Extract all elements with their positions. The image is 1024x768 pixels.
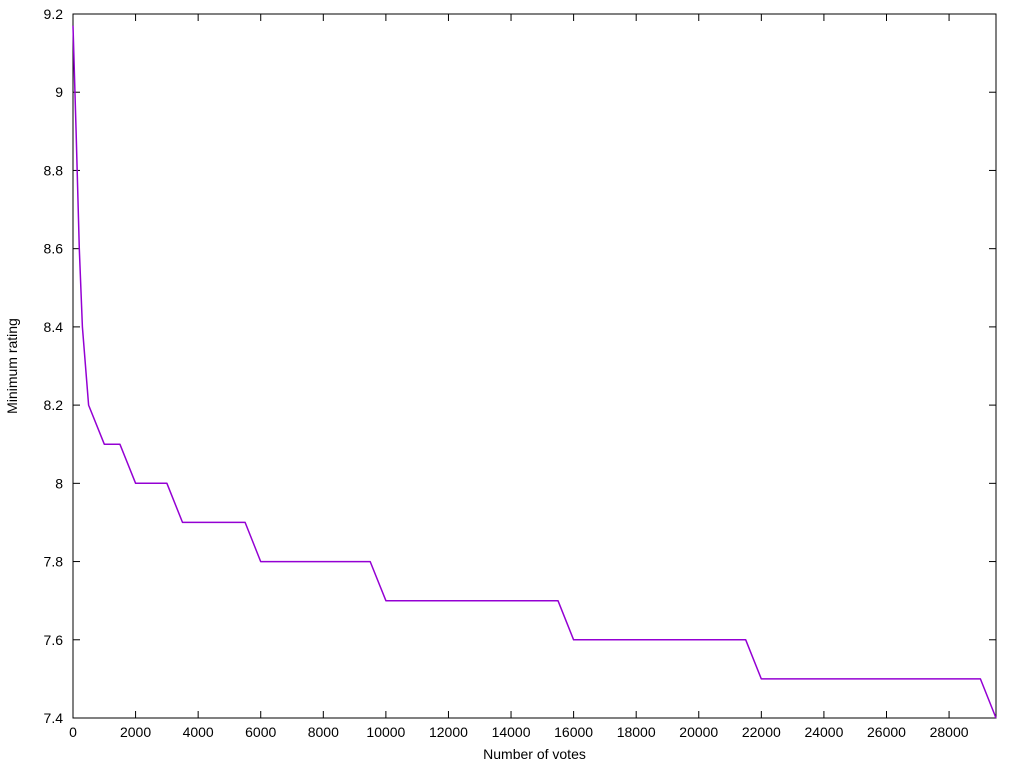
y-tick-label: 8.8 xyxy=(44,162,64,178)
x-tick-label: 18000 xyxy=(617,724,656,740)
y-tick-label: 8.6 xyxy=(44,241,64,257)
x-tick-label: 0 xyxy=(69,724,77,740)
x-tick-label: 20000 xyxy=(679,724,718,740)
x-axis-title: Number of votes xyxy=(483,746,586,762)
plot-frame xyxy=(72,13,997,719)
x-tick-label: 14000 xyxy=(492,724,531,740)
y-tick-label: 8.2 xyxy=(44,397,64,413)
y-tick-label: 9 xyxy=(55,84,63,100)
x-tick-label: 12000 xyxy=(429,724,468,740)
x-tick-label: 22000 xyxy=(742,724,781,740)
y-tick-label: 7.6 xyxy=(44,632,64,648)
y-tick-label: 9.2 xyxy=(44,6,64,22)
y-tick-label: 7.4 xyxy=(44,710,64,726)
x-tick-label: 16000 xyxy=(554,724,593,740)
series-line xyxy=(72,25,997,719)
labels-layer: 0 2000 4000 6000 8000 10000 12000 14000 16000 180… xyxy=(44,6,969,740)
y-tick-label: 7.8 xyxy=(44,554,64,570)
x-tick-label: 24000 xyxy=(804,724,843,740)
x-tick-label: 4000 xyxy=(183,724,214,740)
x-tick-label: 8000 xyxy=(308,724,339,740)
y-tick-label: 8.4 xyxy=(44,319,64,335)
x-tick-label: 26000 xyxy=(867,724,906,740)
series-layer xyxy=(72,25,997,719)
y-axis-title: Minimum rating xyxy=(4,318,20,414)
x-tick-label: 10000 xyxy=(366,724,405,740)
y-tick-label: 8 xyxy=(55,475,63,491)
x-tick-label: 28000 xyxy=(930,724,969,740)
x-tick-label: 6000 xyxy=(245,724,276,740)
x-tick-label: 2000 xyxy=(120,724,151,740)
ticks-layer xyxy=(72,13,996,719)
